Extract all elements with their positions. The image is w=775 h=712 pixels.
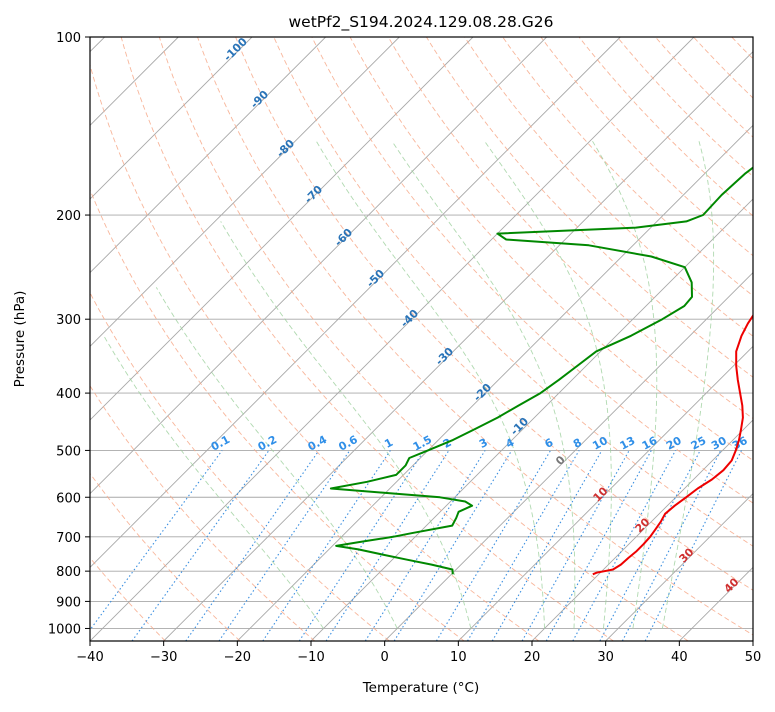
y-axis-label: Pressure (hPa) [12,291,28,388]
x-tick-label: 10 [450,650,467,665]
y-tick-label: 400 [56,387,81,402]
y-tick-label: 900 [56,595,81,610]
y-tick-label: 500 [56,444,81,459]
x-tick-label: −10 [297,650,324,665]
x-tick-label: −40 [76,650,103,665]
y-tick-label: 200 [56,209,81,224]
y-tick-label: 700 [56,531,81,546]
y-tick-label: 1000 [48,622,81,637]
chart-title: wetPf2_S194.2024.129.08.28.G26 [289,13,554,32]
y-tick-label: 300 [56,313,81,328]
x-tick-label: 50 [745,650,762,665]
x-tick-label: −30 [150,650,177,665]
x-tick-label: 30 [597,650,614,665]
y-tick-label: 100 [56,31,81,46]
x-tick-label: 20 [524,650,541,665]
x-axis-label: Temperature (°C) [362,680,480,696]
y-tick-label: 600 [56,491,81,506]
x-tick-label: −20 [224,650,251,665]
y-tick-label: 800 [56,565,81,580]
x-tick-label: 40 [671,650,688,665]
x-tick-label: 0 [381,650,389,665]
